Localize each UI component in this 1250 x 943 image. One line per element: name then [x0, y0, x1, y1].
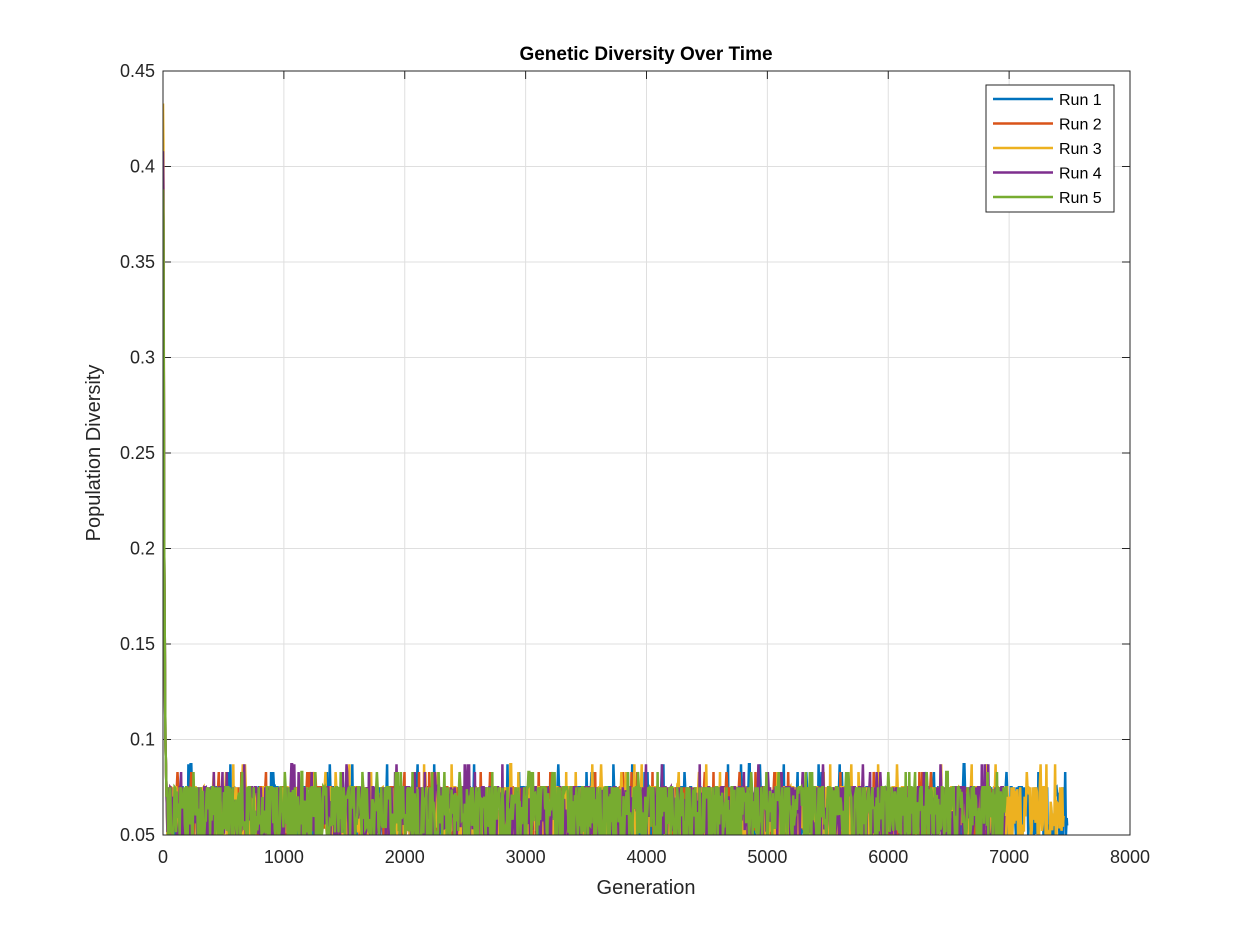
x-tick-label: 8000	[1110, 847, 1150, 867]
grid-lines	[163, 71, 1130, 835]
y-tick-label: 0.4	[130, 157, 155, 177]
series-group	[163, 103, 1069, 835]
chart-title: Genetic Diversity Over Time	[519, 44, 772, 65]
x-tick-label: 3000	[506, 847, 546, 867]
legend-label-run-4: Run 4	[1059, 166, 1102, 183]
x-axis-label: Generation	[597, 877, 696, 899]
legend-label-run-2: Run 2	[1059, 117, 1102, 134]
x-tick-label: 2000	[385, 847, 425, 867]
y-tick-label: 0.05	[120, 825, 155, 845]
x-tick-label: 5000	[747, 847, 787, 867]
x-tick-label: 6000	[868, 847, 908, 867]
y-tick-label: 0.35	[120, 252, 155, 272]
legend[interactable]: Run 1 Run 2 Run 3 Run 4 Run 5	[985, 84, 1115, 213]
y-tick-label: 0.1	[130, 730, 155, 750]
x-tick-label: 1000	[264, 847, 304, 867]
x-tick-label: 7000	[989, 847, 1029, 867]
series-line-run-5	[163, 189, 1008, 835]
plot-frame	[162, 70, 1131, 836]
y-tick-label: 0.15	[120, 634, 155, 654]
legend-label-run-5: Run 5	[1059, 190, 1102, 207]
y-tick-label: 0.3	[130, 348, 155, 368]
y-tick-label: 0.45	[120, 61, 155, 81]
x-tick-labels: 0 1000 2000 3000 4000 5000 6000 7000 8000	[158, 847, 1150, 867]
y-axis-label: Population Diversity	[83, 365, 105, 542]
y-tick-label: 0.2	[130, 539, 155, 559]
legend-label-run-3: Run 3	[1059, 141, 1102, 158]
legend-label-run-1: Run 1	[1059, 92, 1102, 109]
y-tick-labels: 0.05 0.1 0.15 0.2 0.25 0.3 0.35 0.4 0.45	[120, 61, 155, 845]
y-tick-label: 0.25	[120, 443, 155, 463]
x-tick-label: 4000	[626, 847, 666, 867]
x-tick-label: 0	[158, 847, 168, 867]
